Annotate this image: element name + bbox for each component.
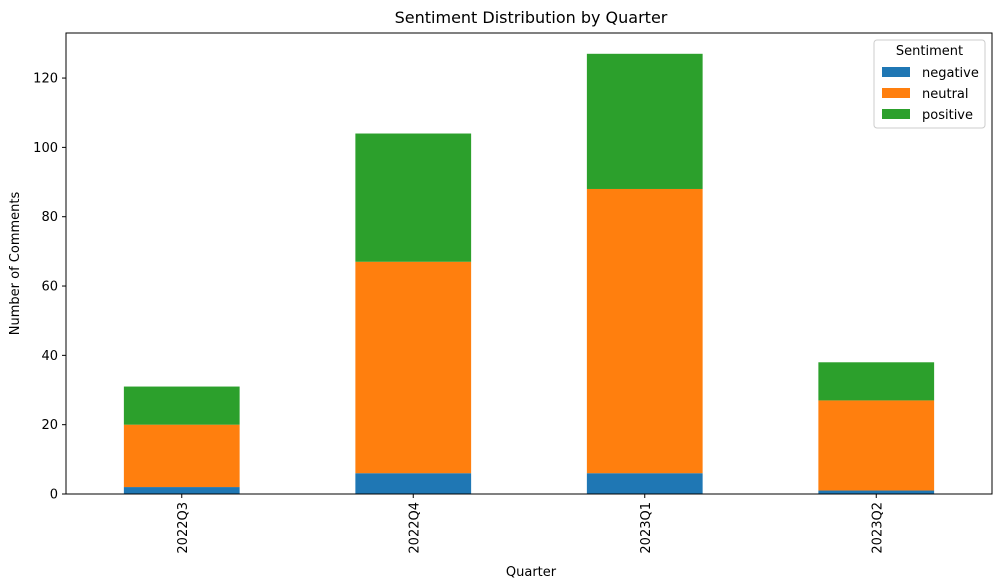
x-axis-title: Quarter [506,565,557,580]
y-tick-label: 100 [33,141,58,156]
legend-title: Sentiment [896,44,963,59]
bar-negative-2022Q4 [355,473,472,494]
bar-negative-2023Q1 [586,473,703,494]
bar-positive-2023Q1 [586,53,703,189]
bar-positive-2023Q2 [818,362,935,401]
y-axis: 0 20 40 60 80 100 120 [33,72,66,503]
chart-title: Sentiment Distribution by Quarter [395,8,668,27]
y-tick-label: 40 [41,349,58,364]
legend-label-positive: positive [922,108,973,123]
bar-negative-2022Q3 [123,487,240,494]
legend-swatch-positive [882,109,910,119]
bar-positive-2022Q3 [123,386,240,425]
legend-swatch-negative [882,67,910,77]
y-tick-label: 60 [41,280,58,295]
bar-neutral-2023Q2 [818,400,935,491]
bar-neutral-2022Q3 [123,424,240,488]
legend-swatch-neutral [882,88,910,98]
bar-neutral-2023Q1 [586,188,703,474]
x-axis: 2022Q3 2022Q4 2023Q1 2023Q2 [176,494,885,554]
x-tick-label: 2022Q3 [176,502,191,554]
bar-positive-2022Q4 [355,133,472,262]
y-axis-title: Number of Comments [8,192,23,336]
plot-frame [65,32,993,495]
x-tick-label: 2022Q4 [407,502,422,554]
y-tick-label: 120 [33,72,58,87]
bars-group [123,53,935,494]
x-tick-label: 2023Q2 [870,502,885,554]
legend: Sentiment negative neutral positive [873,39,986,129]
legend-label-negative: negative [922,66,979,81]
y-tick-label: 0 [50,488,58,503]
legend-items: negative neutral positive [882,66,979,123]
bar-negative-2023Q2 [818,490,935,494]
legend-label-neutral: neutral [922,87,969,102]
y-tick-label: 80 [41,210,58,225]
bar-neutral-2022Q4 [355,261,472,474]
x-tick-label: 2023Q1 [639,502,654,554]
legend-box [873,39,986,129]
y-tick-label: 20 [41,418,58,433]
